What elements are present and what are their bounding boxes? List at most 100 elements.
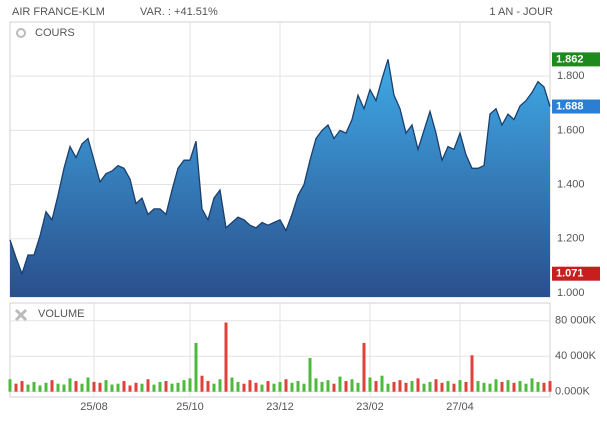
volume-bar bbox=[296, 381, 300, 392]
volume-bar bbox=[422, 383, 426, 392]
volume-bar bbox=[62, 384, 66, 392]
volume-bar bbox=[230, 377, 234, 392]
stock-name: AIR FRANCE-KLM bbox=[12, 6, 105, 18]
volume-bar bbox=[206, 381, 210, 392]
volume-icon bbox=[14, 308, 28, 322]
y-tick-label: 1.000 bbox=[557, 287, 585, 299]
y-tick-label: 1.800 bbox=[557, 70, 585, 82]
volume-bar bbox=[92, 381, 96, 392]
price-badge bbox=[552, 266, 600, 281]
price-panel-title: COURS bbox=[35, 27, 75, 39]
volume-bar bbox=[530, 378, 534, 392]
volume-bar bbox=[488, 383, 492, 392]
volume-bar bbox=[98, 382, 102, 392]
volume-bar bbox=[248, 380, 252, 392]
price-badge-label: 1.862 bbox=[556, 53, 584, 65]
volume-bar bbox=[542, 382, 546, 392]
volume-bar bbox=[326, 380, 330, 392]
volume-bar bbox=[482, 382, 486, 392]
y-tick-label: 80 000K bbox=[555, 315, 597, 327]
volume-bar bbox=[56, 383, 60, 392]
volume-bar bbox=[524, 383, 528, 392]
volume-bar bbox=[350, 379, 354, 392]
volume-bar bbox=[86, 377, 90, 392]
volume-bar bbox=[548, 381, 552, 392]
volume-bar bbox=[404, 382, 408, 392]
volume-bar bbox=[140, 383, 144, 392]
volume-bar bbox=[152, 384, 156, 392]
volume-bar bbox=[218, 379, 222, 392]
volume-bar bbox=[536, 381, 540, 392]
volume-bar bbox=[476, 381, 480, 392]
volume-bar bbox=[398, 380, 402, 392]
volume-bar bbox=[470, 355, 474, 392]
y-tick-label: 0.000K bbox=[555, 386, 591, 398]
price-badge bbox=[552, 99, 600, 114]
price-area bbox=[10, 59, 550, 298]
volume-bar bbox=[242, 383, 246, 392]
volume-bar bbox=[446, 381, 450, 392]
volume-bar bbox=[50, 380, 54, 392]
volume-bar bbox=[458, 380, 462, 392]
volume-bar bbox=[518, 381, 522, 392]
volume-bar bbox=[452, 383, 456, 392]
volume-bar bbox=[128, 385, 132, 392]
volume-bar bbox=[236, 381, 240, 392]
x-tick-label: 23/12 bbox=[266, 401, 294, 413]
volume-bar bbox=[494, 379, 498, 392]
volume-bar bbox=[410, 381, 414, 392]
volume-bar bbox=[14, 383, 18, 392]
price-badge bbox=[552, 52, 600, 67]
volume-bar bbox=[308, 357, 312, 392]
price-badge-label: 1.688 bbox=[556, 100, 584, 112]
y-tick-label: 1.600 bbox=[557, 124, 585, 136]
volume-bar bbox=[20, 381, 24, 392]
volume-bar bbox=[44, 382, 48, 392]
volume-bar bbox=[134, 382, 138, 392]
volume-bar bbox=[164, 381, 168, 392]
volume-bar bbox=[380, 375, 384, 392]
volume-bar bbox=[416, 378, 420, 392]
x-tick-label: 25/10 bbox=[176, 401, 204, 413]
volume-bar bbox=[290, 382, 294, 392]
volume-bar bbox=[272, 383, 276, 392]
volume-bar bbox=[464, 381, 468, 392]
volume-bar bbox=[170, 383, 174, 392]
volume-bar bbox=[104, 380, 108, 392]
volume-bar bbox=[344, 381, 348, 392]
volume-bar bbox=[392, 381, 396, 392]
volume-bar bbox=[338, 376, 342, 392]
volume-bar bbox=[332, 383, 336, 392]
volume-bar bbox=[116, 383, 120, 392]
period: 1 AN - JOUR bbox=[489, 6, 553, 18]
volume-bar bbox=[512, 382, 516, 392]
volume-bar bbox=[386, 383, 390, 392]
volume-bar bbox=[500, 381, 504, 392]
volume-bar bbox=[356, 382, 360, 392]
volume-bar bbox=[434, 379, 438, 392]
gear-icon bbox=[16, 28, 26, 38]
volume-bar bbox=[32, 381, 36, 392]
price-line bbox=[9, 59, 551, 276]
volume-bar bbox=[440, 382, 444, 392]
volume-bar bbox=[266, 381, 270, 392]
volume-bar bbox=[212, 383, 216, 392]
x-tick-label: 25/08 bbox=[80, 401, 108, 413]
volume-bar bbox=[302, 383, 306, 392]
y-tick-label: 1.400 bbox=[557, 178, 585, 190]
volume-bar bbox=[374, 381, 378, 392]
volume-bar bbox=[506, 380, 510, 392]
volume-bar bbox=[194, 342, 198, 392]
volume-bar bbox=[320, 381, 324, 392]
volume-bar bbox=[146, 379, 150, 392]
volume-bar bbox=[182, 380, 186, 392]
volume-bar bbox=[122, 381, 126, 392]
volume-bar bbox=[314, 378, 318, 392]
volume-bar bbox=[428, 381, 432, 392]
volume-bar bbox=[158, 381, 162, 392]
volume-bar bbox=[176, 382, 180, 392]
volume-bar bbox=[26, 384, 30, 392]
volume-bar bbox=[80, 383, 84, 392]
volume-bar bbox=[362, 342, 366, 392]
